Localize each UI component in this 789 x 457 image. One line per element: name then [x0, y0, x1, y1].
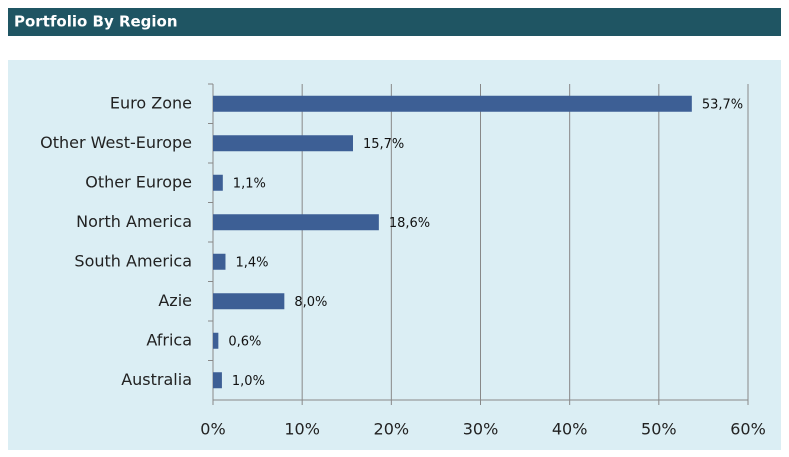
value-label: 0,6%: [228, 334, 261, 349]
value-label: 15,7%: [363, 137, 404, 152]
chart-title: Portfolio By Region: [14, 13, 178, 31]
value-label: 53,7%: [702, 97, 743, 112]
x-tick-label: 20%: [374, 420, 410, 439]
y-tick-label: South America: [74, 251, 192, 270]
bar: [213, 372, 222, 389]
y-tick-label: Euro Zone: [110, 93, 192, 112]
value-label: 1,1%: [233, 176, 266, 191]
y-tick-label: Africa: [146, 330, 192, 349]
bar: [213, 293, 285, 310]
value-label: 1,0%: [232, 374, 265, 389]
x-tick-label: 0%: [200, 420, 225, 439]
bar: [213, 332, 219, 349]
bar: [213, 214, 379, 231]
bar: [213, 95, 692, 112]
value-label: 1,4%: [235, 255, 268, 270]
y-tick-label: North America: [76, 212, 192, 231]
chart-panel: [8, 60, 781, 450]
value-label: 18,6%: [389, 216, 430, 231]
y-tick-label: Other Europe: [85, 172, 192, 191]
bar: [213, 253, 226, 270]
title-bar: [8, 8, 781, 36]
y-tick-label: Azie: [158, 291, 192, 310]
value-label: 8,0%: [294, 295, 327, 310]
bar: [213, 135, 353, 152]
x-tick-label: 30%: [463, 420, 499, 439]
bar: [213, 174, 223, 191]
y-tick-label: Australia: [121, 370, 192, 389]
y-tick-label: Other West-Europe: [40, 133, 192, 152]
x-tick-label: 60%: [730, 420, 766, 439]
x-tick-label: 40%: [552, 420, 588, 439]
x-tick-label: 10%: [284, 420, 320, 439]
x-tick-label: 50%: [641, 420, 677, 439]
